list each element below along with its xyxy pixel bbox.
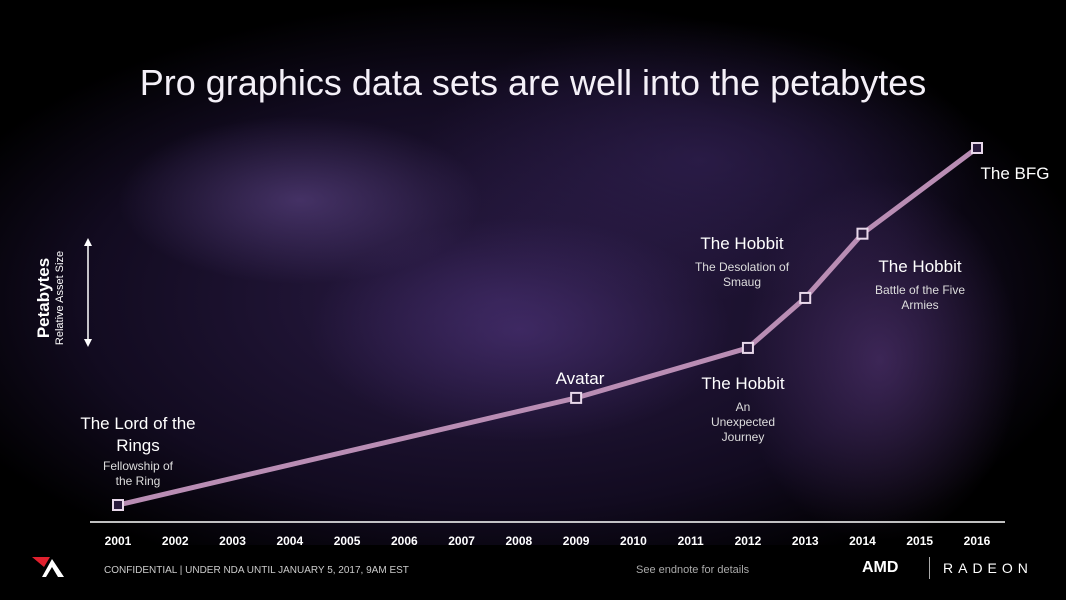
y-axis-subtitle: Relative Asset Size: [54, 250, 66, 346]
x-tick-label: 2008: [506, 534, 533, 548]
x-tick-label: 2016: [964, 534, 991, 548]
data-point-marker: [799, 291, 812, 304]
x-tick-label: 2012: [735, 534, 762, 548]
slide-title: Pro graphics data sets are well into the…: [139, 62, 927, 103]
x-tick-label: 2004: [276, 534, 303, 548]
x-tick-label: 2015: [906, 534, 933, 548]
x-tick-label: 2011: [678, 534, 704, 548]
confidential-notice: CONFIDENTIAL | UNDER NDA UNTIL JANUARY 5…: [104, 565, 409, 576]
x-tick-label: 2002: [162, 534, 189, 548]
x-tick-label: 2007: [448, 534, 475, 548]
series-line: [117, 145, 979, 508]
label-avatar: Avatar: [555, 369, 605, 388]
label-lotr: The Lord of the Rings Fellowship of the …: [78, 413, 198, 489]
line-chart: 2001 2002 2003 2004 2005 2006 2007 2008 2009 2010…: [84, 142, 1005, 548]
y-axis-title: Petabytes: [34, 257, 53, 339]
amd-tech-summit-logo: [32, 557, 64, 577]
data-point-marker: [570, 391, 583, 404]
label-title: The Hobbit: [878, 257, 962, 276]
x-tick-label: 2005: [334, 534, 361, 548]
label-title: The Hobbit: [701, 374, 785, 393]
label-subtitle: An Unexpected Journey: [710, 400, 776, 444]
label-title: The Lord of the Rings: [80, 414, 196, 455]
x-tick-label: 2006: [391, 534, 418, 548]
label-subtitle: Battle of the Five Armies: [874, 283, 966, 312]
endnote-text: See endnote for details: [636, 564, 750, 576]
data-point-marker: [856, 227, 869, 240]
data-point-marker: [112, 499, 124, 511]
label-subtitle: The Desolation of Smaug: [694, 260, 790, 289]
x-tick-label: 2013: [792, 534, 819, 548]
logo-divider: [929, 557, 930, 579]
amd-logo: AMD: [862, 559, 899, 576]
label-hobbit-1: The Hobbit An Unexpected Journey: [693, 373, 793, 445]
x-tick-label: 2003: [219, 534, 246, 548]
y-axis-label: Petabytes Relative Asset Size: [34, 238, 66, 358]
data-point-marker: [741, 341, 754, 354]
label-hobbit-3: The Hobbit Battle of the Five Armies: [865, 256, 975, 313]
starfield-background: [0, 0, 1066, 545]
label-title: The Hobbit: [700, 234, 784, 253]
x-tick-label: 2010: [620, 534, 647, 548]
x-tick-label: 2001: [105, 534, 132, 548]
label-subtitle: Fellowship of the Ring: [102, 459, 174, 488]
label-hobbit-2: The Hobbit The Desolation of Smaug: [692, 233, 792, 290]
x-tick-label: 2014: [849, 534, 876, 548]
x-tick-label: 2009: [563, 534, 590, 548]
data-point-marker: [971, 142, 983, 154]
radeon-logo: RADEON: [943, 560, 1033, 576]
label-bfg: The BFG: [980, 164, 1050, 183]
